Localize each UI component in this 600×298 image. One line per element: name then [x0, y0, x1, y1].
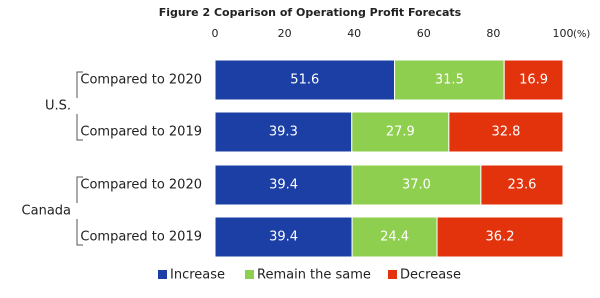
chart-title: Figure 2 Coparison of Operationg Profit …: [159, 6, 462, 19]
x-tick-label: 60: [417, 27, 431, 40]
data-label: 23.6: [507, 178, 536, 193]
x-tick-label: 40: [347, 27, 361, 40]
legend-swatch: [158, 270, 167, 279]
bar-segment: [394, 59, 505, 101]
legend-swatch: [245, 270, 254, 279]
category-label: Compared to 2020: [80, 178, 202, 193]
legend-label: Decrease: [400, 268, 461, 283]
bar-segment: [503, 59, 564, 101]
bar-segment: [351, 216, 438, 258]
data-label: 31.5: [435, 73, 464, 88]
bar-segment: [214, 59, 396, 101]
data-label: 51.6: [290, 73, 319, 88]
bracket-gap: [74, 203, 80, 219]
legend-label: Remain the same: [257, 268, 371, 283]
bracket-gap: [74, 98, 80, 114]
bar-segment: [214, 216, 353, 258]
data-label: 39.4: [269, 230, 298, 245]
data-label: 39.4: [269, 178, 298, 193]
category-label: Compared to 2020: [80, 73, 202, 88]
bar-segment: [214, 164, 353, 206]
category-label: Compared to 2019: [80, 125, 202, 140]
data-label: 39.3: [269, 125, 298, 140]
data-label: 37.0: [402, 178, 431, 193]
data-label: 36.2: [486, 230, 515, 245]
x-tick-label: 80: [486, 27, 500, 40]
legend-swatch: [388, 270, 397, 279]
group-label: U.S.: [45, 99, 71, 114]
data-label: 16.9: [519, 73, 548, 88]
bar-segment: [436, 216, 564, 258]
group-label: Canada: [22, 204, 71, 219]
data-label: 27.9: [386, 125, 415, 140]
x-tick-label: 100: [553, 27, 574, 40]
x-tick-label: 20: [278, 27, 292, 40]
data-label: 24.4: [380, 230, 409, 245]
category-label: Compared to 2019: [80, 230, 202, 245]
bar-segment: [480, 164, 564, 206]
x-unit: (%): [573, 29, 590, 40]
x-tick-label: 0: [212, 27, 219, 40]
data-label: 32.8: [491, 125, 520, 140]
bar-segment: [448, 111, 564, 153]
legend-label: Increase: [170, 268, 225, 283]
bar-segment: [214, 111, 353, 153]
bar-segment: [351, 164, 482, 206]
